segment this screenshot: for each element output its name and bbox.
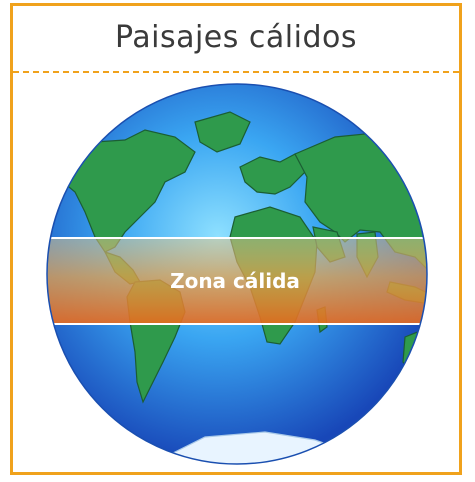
card-header: Paisajes cálidos <box>13 6 459 73</box>
north-america <box>62 129 196 253</box>
globe-illustration: Zona cálida <box>46 83 428 465</box>
globe-outline <box>46 83 428 465</box>
page-title: Paisajes cálidos <box>114 20 357 55</box>
warm-zone-band <box>47 237 427 325</box>
warm-zone-label: Zona cálida <box>170 269 300 293</box>
europe <box>239 153 306 195</box>
world-globe: Zona cálida <box>45 82 430 467</box>
greenland <box>194 111 251 153</box>
